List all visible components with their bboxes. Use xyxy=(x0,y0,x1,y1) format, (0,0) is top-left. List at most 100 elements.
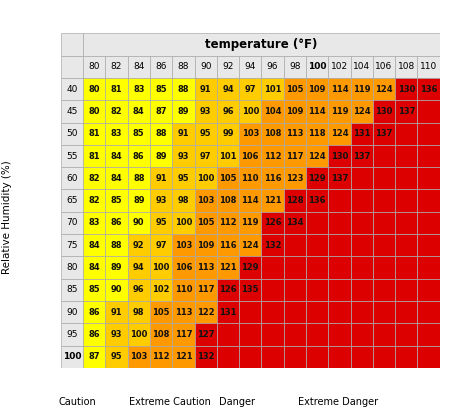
Bar xyxy=(105,301,128,323)
Bar xyxy=(351,301,373,323)
Bar xyxy=(261,323,284,346)
Bar xyxy=(150,346,172,368)
Bar xyxy=(306,122,329,145)
Bar xyxy=(195,189,217,212)
Bar xyxy=(172,78,195,100)
Bar xyxy=(128,189,150,212)
Bar xyxy=(373,323,395,346)
Bar xyxy=(284,279,306,301)
Text: 88: 88 xyxy=(156,129,167,138)
Bar xyxy=(172,279,195,301)
Bar xyxy=(351,189,373,212)
Bar xyxy=(284,301,306,323)
Text: temperature (°F): temperature (°F) xyxy=(205,38,318,51)
Bar xyxy=(329,279,351,301)
Bar xyxy=(329,256,351,279)
Text: 95: 95 xyxy=(66,330,78,339)
Bar xyxy=(61,346,83,368)
Bar xyxy=(150,323,172,346)
Bar xyxy=(128,234,150,256)
Bar xyxy=(261,145,284,167)
Bar xyxy=(417,301,440,323)
Bar xyxy=(373,256,395,279)
Bar xyxy=(61,323,83,346)
Bar xyxy=(239,100,261,122)
Text: 105: 105 xyxy=(152,308,170,316)
Bar xyxy=(395,256,417,279)
Text: 110: 110 xyxy=(242,174,259,183)
Bar xyxy=(217,167,239,189)
Text: 86: 86 xyxy=(88,308,100,316)
Text: 82: 82 xyxy=(111,107,122,116)
Text: 92: 92 xyxy=(133,241,145,250)
Bar xyxy=(395,301,417,323)
Text: 45: 45 xyxy=(66,107,78,116)
Text: 102: 102 xyxy=(331,62,348,71)
Bar xyxy=(217,256,239,279)
Text: 113: 113 xyxy=(175,308,192,316)
Bar xyxy=(150,78,172,100)
Bar xyxy=(306,56,329,78)
Text: 126: 126 xyxy=(264,219,282,227)
Text: 116: 116 xyxy=(219,241,237,250)
Bar xyxy=(195,56,217,78)
Bar xyxy=(261,167,284,189)
Text: 129: 129 xyxy=(242,263,259,272)
Bar xyxy=(329,346,351,368)
Text: 84: 84 xyxy=(111,174,122,183)
Bar xyxy=(329,122,351,145)
Bar xyxy=(261,234,284,256)
Bar xyxy=(105,78,128,100)
Text: 93: 93 xyxy=(178,152,189,161)
Text: 103: 103 xyxy=(130,352,148,361)
Text: 137: 137 xyxy=(353,152,370,161)
Bar xyxy=(351,346,373,368)
Bar xyxy=(395,78,417,100)
Bar xyxy=(284,100,306,122)
Bar xyxy=(83,56,105,78)
Bar xyxy=(172,256,195,279)
Text: 84: 84 xyxy=(133,62,144,71)
Bar xyxy=(83,279,105,301)
Text: 110: 110 xyxy=(175,285,192,294)
Text: 132: 132 xyxy=(264,241,282,250)
Text: 82: 82 xyxy=(88,196,100,205)
Bar xyxy=(373,212,395,234)
Text: 83: 83 xyxy=(133,85,145,94)
Bar xyxy=(329,301,351,323)
Text: 100: 100 xyxy=(242,107,259,116)
Bar xyxy=(284,346,306,368)
Bar xyxy=(83,167,105,189)
Bar xyxy=(284,189,306,212)
Text: 85: 85 xyxy=(66,285,78,294)
Text: 93: 93 xyxy=(200,107,212,116)
Text: 137: 137 xyxy=(398,107,415,116)
Bar xyxy=(83,346,105,368)
Bar xyxy=(128,100,150,122)
Bar xyxy=(128,301,150,323)
Text: 87: 87 xyxy=(156,107,167,116)
Bar xyxy=(61,33,83,56)
Text: 136: 136 xyxy=(308,196,326,205)
Text: 80: 80 xyxy=(88,62,100,71)
Bar xyxy=(284,256,306,279)
Text: 119: 119 xyxy=(242,219,259,227)
Bar xyxy=(395,234,417,256)
Text: 123: 123 xyxy=(286,174,304,183)
Bar xyxy=(395,145,417,167)
Bar xyxy=(128,122,150,145)
Bar xyxy=(395,122,417,145)
Text: 134: 134 xyxy=(286,219,304,227)
Text: 91: 91 xyxy=(178,129,189,138)
Text: 89: 89 xyxy=(111,263,122,272)
Bar xyxy=(284,56,306,78)
Text: 131: 131 xyxy=(219,308,237,316)
Bar xyxy=(417,346,440,368)
Bar xyxy=(351,78,373,100)
Text: 126: 126 xyxy=(219,285,237,294)
Text: 82: 82 xyxy=(111,62,122,71)
Text: 86: 86 xyxy=(111,219,122,227)
Bar xyxy=(195,100,217,122)
Text: 88: 88 xyxy=(178,62,189,71)
Text: 121: 121 xyxy=(219,263,237,272)
